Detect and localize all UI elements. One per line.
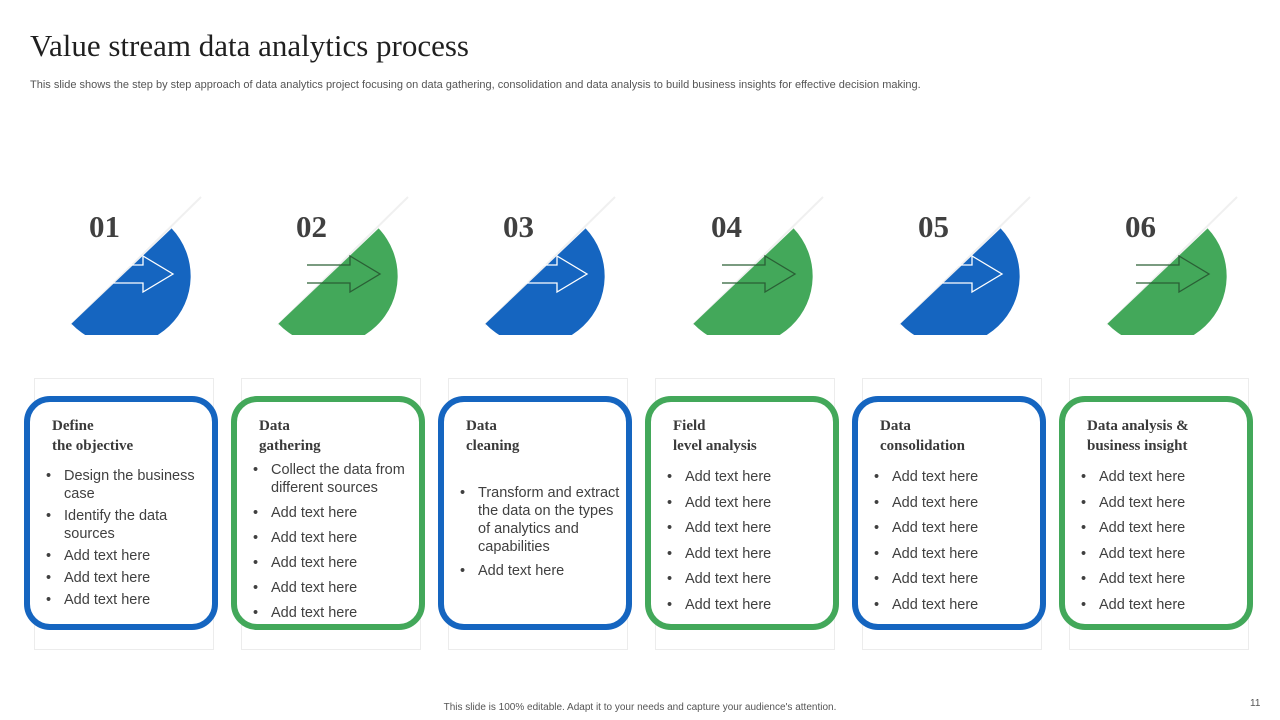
bullet-item: Add text here [44, 547, 208, 565]
step-header-5: 05 [892, 195, 1072, 335]
step-number: 06 [1125, 209, 1156, 244]
step-badge-2 [277, 196, 409, 335]
bullet-list: Collect the data from different sources A… [251, 461, 415, 629]
slide-subtitle: This slide shows the step by step approa… [30, 79, 921, 91]
bullet-item: Add text here [1079, 468, 1243, 486]
card-title-line: Data [259, 418, 290, 434]
bullet-item: Identify the data sources [44, 507, 208, 543]
bullet-item: Add text here [872, 545, 1036, 563]
bullet-item: Add text here [251, 504, 415, 522]
bullet-item: Add text here [665, 545, 829, 563]
arrow-right-icon [307, 254, 382, 294]
bullet-item: Add text here [872, 570, 1036, 588]
card-title-line: gathering [259, 438, 321, 454]
bullet-item: Add text here [665, 468, 829, 486]
step-header-2: 02 [270, 195, 450, 335]
step-badge-3 [484, 196, 616, 335]
card-title: Data consolidation [880, 416, 965, 456]
bullet-item: Design the business case [44, 467, 208, 503]
step-header-1: 01 [63, 195, 243, 335]
card-title-line: Field [673, 418, 706, 434]
bullet-list: Add text here Add text here Add text here A… [1079, 468, 1243, 621]
step-card-2: Data gathering Collect the data from diffe… [231, 396, 425, 630]
card-title: Data cleaning [466, 416, 519, 456]
half-circle-shape [71, 228, 191, 335]
half-circle-shape [1107, 228, 1227, 335]
step-number: 01 [89, 209, 120, 244]
step-card-5: DataconsolidationAdd text hereAdd text h… [852, 396, 1046, 630]
bullet-item: Add text here [458, 562, 622, 580]
half-circle-shape [485, 228, 605, 335]
card-title: Field level analysis [673, 416, 757, 456]
bullet-list: Design the business case Identify the dat… [44, 467, 208, 613]
bullet-item: Add text here [872, 519, 1036, 537]
bullet-item: Add text here [1079, 519, 1243, 537]
bullet-item: Add text here [1079, 494, 1243, 512]
half-circle-shape [900, 228, 1020, 335]
bullet-item: Add text here [44, 591, 208, 609]
card-title-line: consolidation [880, 438, 966, 454]
bullet-list: Transform and extract the data on the ty… [458, 484, 622, 586]
card-title-line: level analysis [673, 438, 757, 454]
bullet-list: Add text here Add text here Add text here A… [872, 468, 1036, 621]
bullet-item: Add text here [872, 596, 1036, 614]
step-card-6: Data analysis & business insight Add text … [1059, 396, 1253, 630]
bullet-item: Collect the data from different sources [251, 461, 415, 497]
bullet-item: Add text here [872, 468, 1036, 486]
half-circle-shape [693, 228, 813, 335]
bullet-item: Add text here [44, 569, 208, 587]
step-number: 03 [503, 209, 534, 244]
page-number: 11 [1250, 698, 1261, 709]
arrow-right-icon [929, 254, 1004, 294]
card-title: Data analysis & business insight [1087, 416, 1189, 456]
bullet-item: Add text here [1079, 570, 1243, 588]
card-title: Define the objective [52, 416, 133, 456]
card-title: Data gathering [259, 416, 321, 456]
bullet-item: Add text here [872, 494, 1036, 512]
step-badge-6 [1106, 196, 1238, 335]
step-number: 04 [711, 209, 742, 244]
bullet-item: Add text here [665, 519, 829, 537]
bullet-list: Add text here Add text here Add text here A… [665, 468, 829, 621]
bullet-item: Transform and extract the data on the ty… [458, 484, 622, 556]
step-number: 05 [918, 209, 949, 244]
step-header-4: 04 [685, 195, 865, 335]
card-title-line: the objective [52, 438, 134, 454]
arrow-right-icon [1136, 254, 1211, 294]
card-title-line: Data [466, 418, 497, 434]
step-header-6: 06 [1099, 195, 1279, 335]
step-badge-4 [692, 196, 824, 335]
slide-footer: This slide is 100% editable. Adapt it to… [443, 702, 837, 713]
step-card-1: Define the objective Design the business c… [24, 396, 218, 630]
card-title-line: business insight [1087, 438, 1188, 454]
bullet-item: Add text here [251, 604, 415, 622]
card-title-line: Define [52, 418, 94, 434]
slide-title: Value stream data analytics process [30, 28, 469, 63]
arrow-right-icon [722, 254, 797, 294]
bullet-item: Add text here [665, 570, 829, 588]
step-badge-5 [899, 196, 1031, 335]
step-card-3: Data cleaning Transform and extract the da… [438, 396, 632, 630]
bullet-item: Add text here [1079, 545, 1243, 563]
bullet-item: Add text here [251, 529, 415, 547]
bullet-item: Add text here [665, 596, 829, 614]
bullet-item: Add text here [665, 494, 829, 512]
bullet-item: Add text here [251, 554, 415, 572]
step-number: 02 [296, 209, 327, 244]
step-badge-1 [70, 196, 202, 335]
arrow-right-icon [100, 254, 175, 294]
card-title-line: Data analysis & [1087, 418, 1189, 434]
card-title-line: cleaning [466, 438, 520, 454]
card-title-line: Data [880, 418, 911, 434]
bullet-item: Add text here [1079, 596, 1243, 614]
bullet-item: Add text here [251, 579, 415, 597]
step-header-3: 03 [477, 195, 657, 335]
half-circle-shape [278, 228, 398, 335]
arrow-right-icon [514, 254, 589, 294]
